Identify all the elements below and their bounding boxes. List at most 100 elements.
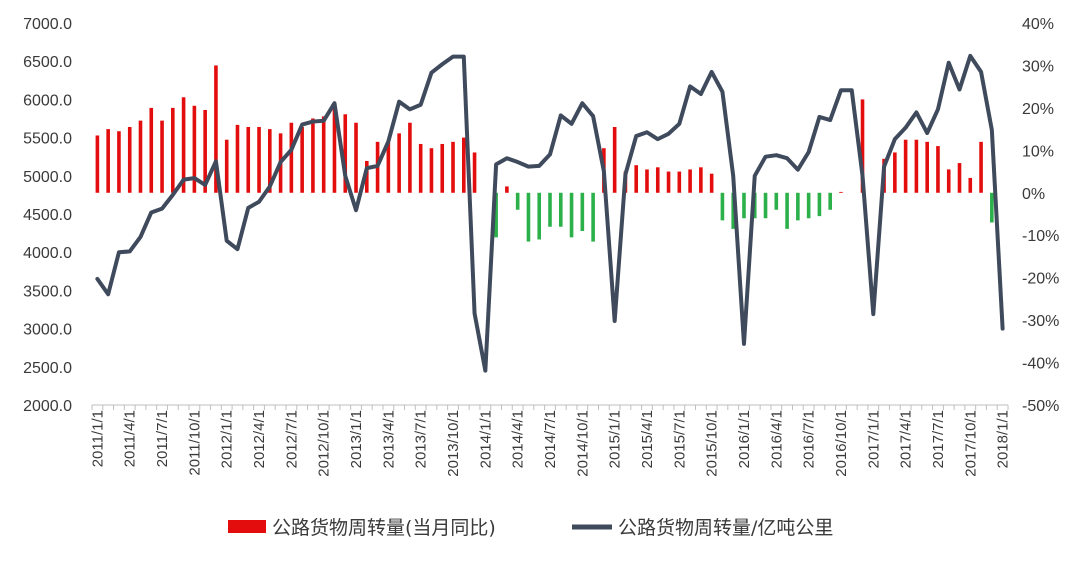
yoy-bar	[461, 137, 466, 193]
yoy-bar	[268, 129, 272, 193]
yoy-bar	[397, 133, 401, 193]
yoy-bar	[257, 126, 261, 193]
left-tick-label: 5500.0	[23, 131, 72, 148]
left-tick-label: 5000.0	[23, 169, 72, 186]
yoy-bar	[332, 105, 337, 193]
yoy-bar	[946, 169, 951, 193]
yoy-bar	[171, 107, 175, 193]
x-tick-label: 2014/7/1	[542, 410, 559, 468]
yoy-bar	[828, 192, 832, 210]
right-tick-label: -10%	[1022, 228, 1059, 245]
x-axis: 2011/1/1 2011/4/1 2011/7/1 2011/10/1 2012/1/…	[89, 404, 1012, 477]
yoy-bar	[203, 110, 207, 193]
yoy-bar	[149, 107, 154, 193]
x-tick-label: 2012/1/1	[219, 410, 236, 468]
yoy-bar	[591, 192, 595, 242]
yoy-bar	[224, 139, 229, 193]
yoy-bar	[796, 192, 800, 221]
yoy-bar	[246, 126, 251, 193]
legend: 公路货物周转量(当月同比) 公路货物周转量/亿吨公里	[228, 517, 833, 539]
yoy-bar	[386, 141, 391, 193]
yoy-bar	[95, 135, 100, 193]
yoy-bar	[763, 192, 768, 219]
x-tick-label: 2015/10/1	[704, 410, 721, 477]
x-tick-label: 2015/4/1	[639, 410, 656, 468]
yoy-bar	[612, 126, 617, 193]
x-tick-label: 2013/1/1	[348, 410, 365, 468]
yoy-bar	[957, 163, 962, 193]
yoy-bar	[806, 192, 811, 219]
yoy-bar	[688, 169, 692, 193]
left-tick-label: 3000.0	[23, 322, 72, 339]
x-tick-label: 2013/7/1	[413, 410, 430, 468]
yoy-bar	[569, 192, 574, 238]
yoy-bar	[893, 152, 897, 193]
yoy-bar	[742, 192, 746, 219]
left-tick-label: 2500.0	[23, 360, 72, 377]
yoy-bar-series	[95, 65, 994, 242]
yoy-bar	[343, 114, 348, 193]
x-tick-label: 2017/1/1	[865, 410, 882, 468]
yoy-bar	[558, 192, 563, 227]
yoy-bar	[537, 192, 542, 240]
yoy-bar	[709, 173, 714, 193]
x-tick-label: 2016/7/1	[801, 410, 818, 468]
legend-bar-swatch	[228, 520, 266, 533]
x-tick-label: 2011/7/1	[154, 410, 171, 467]
yoy-bar	[418, 143, 423, 193]
right-tick-label: -20%	[1022, 271, 1059, 288]
x-tick-label: 2015/1/1	[607, 410, 624, 468]
x-tick-label: 2012/7/1	[283, 410, 300, 468]
x-tick-label: 2014/10/1	[574, 410, 591, 477]
legend-label-line: 公路货物周转量/亿吨公里	[618, 517, 833, 539]
yoy-bar	[181, 97, 186, 193]
yoy-bar	[289, 122, 294, 193]
right-tick-label: -40%	[1022, 356, 1059, 373]
yoy-bar	[720, 192, 725, 221]
x-tick-label: 2015/7/1	[671, 410, 688, 468]
yoy-bar	[235, 124, 240, 193]
yoy-bar	[634, 165, 639, 193]
yoy-bar	[645, 169, 649, 193]
yoy-bar	[903, 139, 908, 193]
volume-line	[95, 53, 1005, 373]
right-axis-ticks: 40% 30% 20% 10% 0% -10% -20% -30% -40% -50%	[1022, 16, 1059, 415]
x-tick-label: 2016/4/1	[768, 410, 785, 468]
yoy-bar	[817, 192, 822, 217]
left-tick-label: 6000.0	[23, 92, 72, 109]
yoy-bar	[925, 141, 929, 193]
yoy-bar	[300, 126, 304, 193]
yoy-bar	[408, 122, 412, 193]
x-tick-label: 2017/7/1	[930, 410, 947, 468]
yoy-bar	[979, 141, 983, 193]
x-tick-label: 2013/4/1	[380, 410, 397, 468]
x-tick-label: 2014/1/1	[477, 410, 494, 468]
left-tick-label: 6500.0	[23, 54, 72, 71]
yoy-bar	[354, 122, 358, 193]
right-tick-label: 40%	[1022, 16, 1054, 33]
yoy-bar	[731, 192, 735, 229]
yoy-bar	[106, 129, 110, 193]
right-tick-label: -30%	[1022, 313, 1059, 330]
yoy-bar	[968, 177, 973, 193]
left-tick-label: 2000.0	[23, 398, 72, 415]
yoy-bar	[429, 148, 434, 193]
yoy-bar	[548, 192, 552, 227]
left-tick-label: 4500.0	[23, 207, 72, 224]
yoy-bar	[440, 143, 445, 193]
yoy-bar	[914, 139, 919, 193]
yoy-bar	[138, 120, 143, 193]
right-tick-label: -50%	[1022, 398, 1059, 415]
yoy-bar	[785, 192, 789, 229]
yoy-bar	[580, 192, 585, 231]
yoy-bar	[666, 171, 671, 193]
x-tick-label: 2017/4/1	[898, 410, 915, 468]
x-tick-label: 2011/1/1	[89, 410, 106, 467]
yoy-bar	[677, 171, 682, 193]
yoy-bar	[160, 120, 164, 193]
yoy-bar	[214, 65, 218, 193]
x-tick-label: 2017/10/1	[962, 410, 979, 477]
yoy-bar	[990, 192, 994, 223]
yoy-bar	[505, 186, 509, 193]
